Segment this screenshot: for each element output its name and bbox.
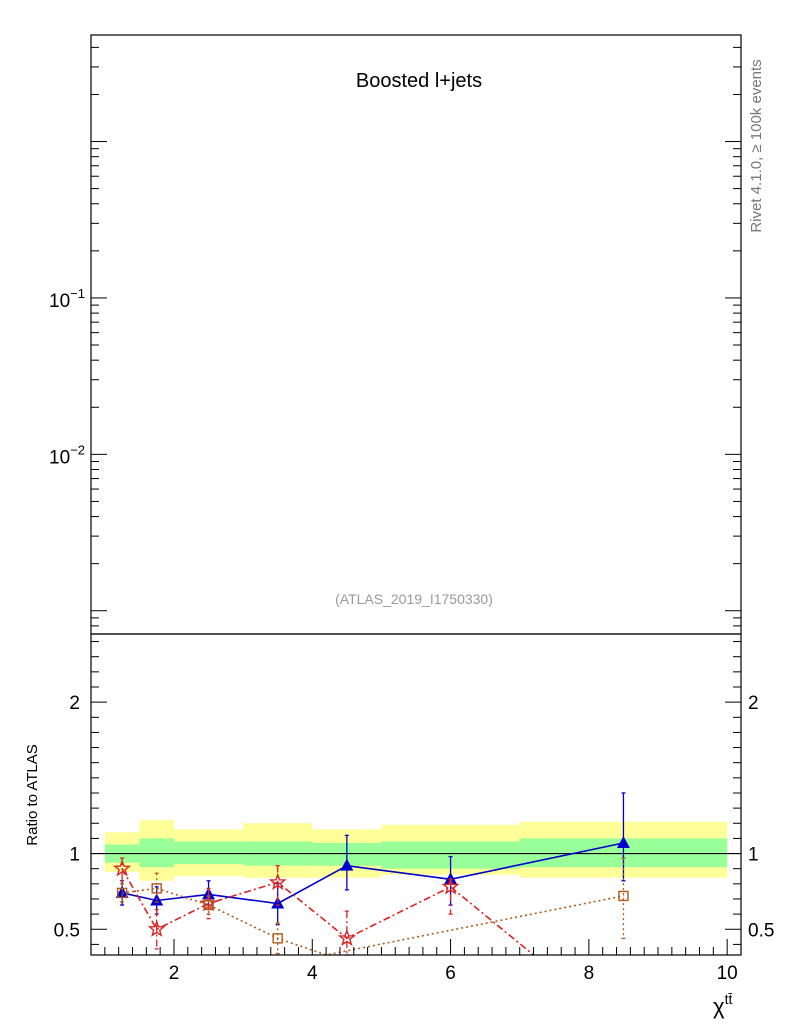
main-y-tick-label: 10−1 [49, 286, 85, 312]
data-point-triangle [115, 885, 129, 898]
y-axis-label: Ratio to ATLAS [24, 744, 41, 845]
green-band-bin [139, 838, 174, 868]
main-y-tick-labels: 10−110−2 [49, 286, 85, 468]
data-point-triangle [340, 858, 354, 871]
ratio-y-tick-labels: 0.5 0.5 1 1 2 2 [54, 693, 775, 941]
data-point-star [113, 859, 132, 877]
data-point-star [268, 872, 287, 891]
ratio-x-ticks [104, 939, 728, 955]
watermark: (ATLAS_2019_I1750330) [335, 591, 493, 607]
data-point-star [337, 928, 356, 947]
x-tick-label: 10 [717, 963, 738, 984]
main-y-tick-label: 10−2 [49, 442, 85, 468]
y-tick-label-right: 0.5 [748, 920, 774, 941]
x-tick-label: 4 [307, 963, 318, 984]
main-y-tick-label-exp: −2 [70, 442, 85, 457]
green-band-bin [173, 841, 244, 865]
data-point-square [151, 883, 162, 894]
x-axis-label-sup: tt̄ [725, 991, 733, 1007]
x-tick-label: 2 [169, 963, 180, 984]
ratio-panel: 0.5 0.5 1 1 2 2 2 4 6 8 10 Ratio to ATLAS χtt̄ [24, 633, 775, 1019]
series-line-square-brown [121, 887, 624, 956]
ratio-frame [90, 633, 742, 956]
uncertainty-bands [104, 820, 728, 881]
data-point-square [272, 933, 283, 944]
x-axis-label: χtt̄ [713, 991, 732, 1019]
y-tick-label-right: 1 [748, 845, 759, 866]
main-panel: 10−110−2 Boosted l+jets (ATLAS_2019_I175… [49, 34, 765, 635]
ratio-x-tick-labels: 2 4 6 8 10 [169, 963, 738, 984]
main-y-tick-label-exp: −1 [70, 286, 85, 301]
ratio-y-ticks [91, 641, 741, 945]
main-y-tick-label-base: 10 [49, 447, 70, 468]
x-tick-label: 6 [445, 963, 456, 984]
y-tick-label-left: 2 [69, 693, 80, 714]
data-point-star [441, 877, 460, 895]
data-point-square [618, 890, 629, 902]
data-point-square [203, 899, 214, 911]
main-frame [90, 34, 742, 635]
x-tick-label: 8 [584, 963, 595, 984]
main-y-ticks [91, 46, 741, 627]
chart-title: Boosted l+jets [356, 70, 482, 92]
data-point-star [147, 919, 166, 937]
rivet-version-label: Rivet 4.1.0, ≥ 100k events [748, 59, 765, 232]
y-tick-label-left: 1 [69, 845, 80, 866]
series-line-star-red [121, 868, 535, 956]
y-tick-label-left: 0.5 [54, 920, 80, 941]
series-layer [113, 792, 630, 956]
data-point-square [116, 887, 128, 899]
x-axis-label-base: χ [713, 994, 725, 1019]
y-tick-label-right: 2 [748, 693, 759, 714]
data-point-triangle [616, 835, 630, 848]
series-square-brown [116, 857, 629, 956]
main-y-tick-label-base: 10 [49, 291, 70, 312]
